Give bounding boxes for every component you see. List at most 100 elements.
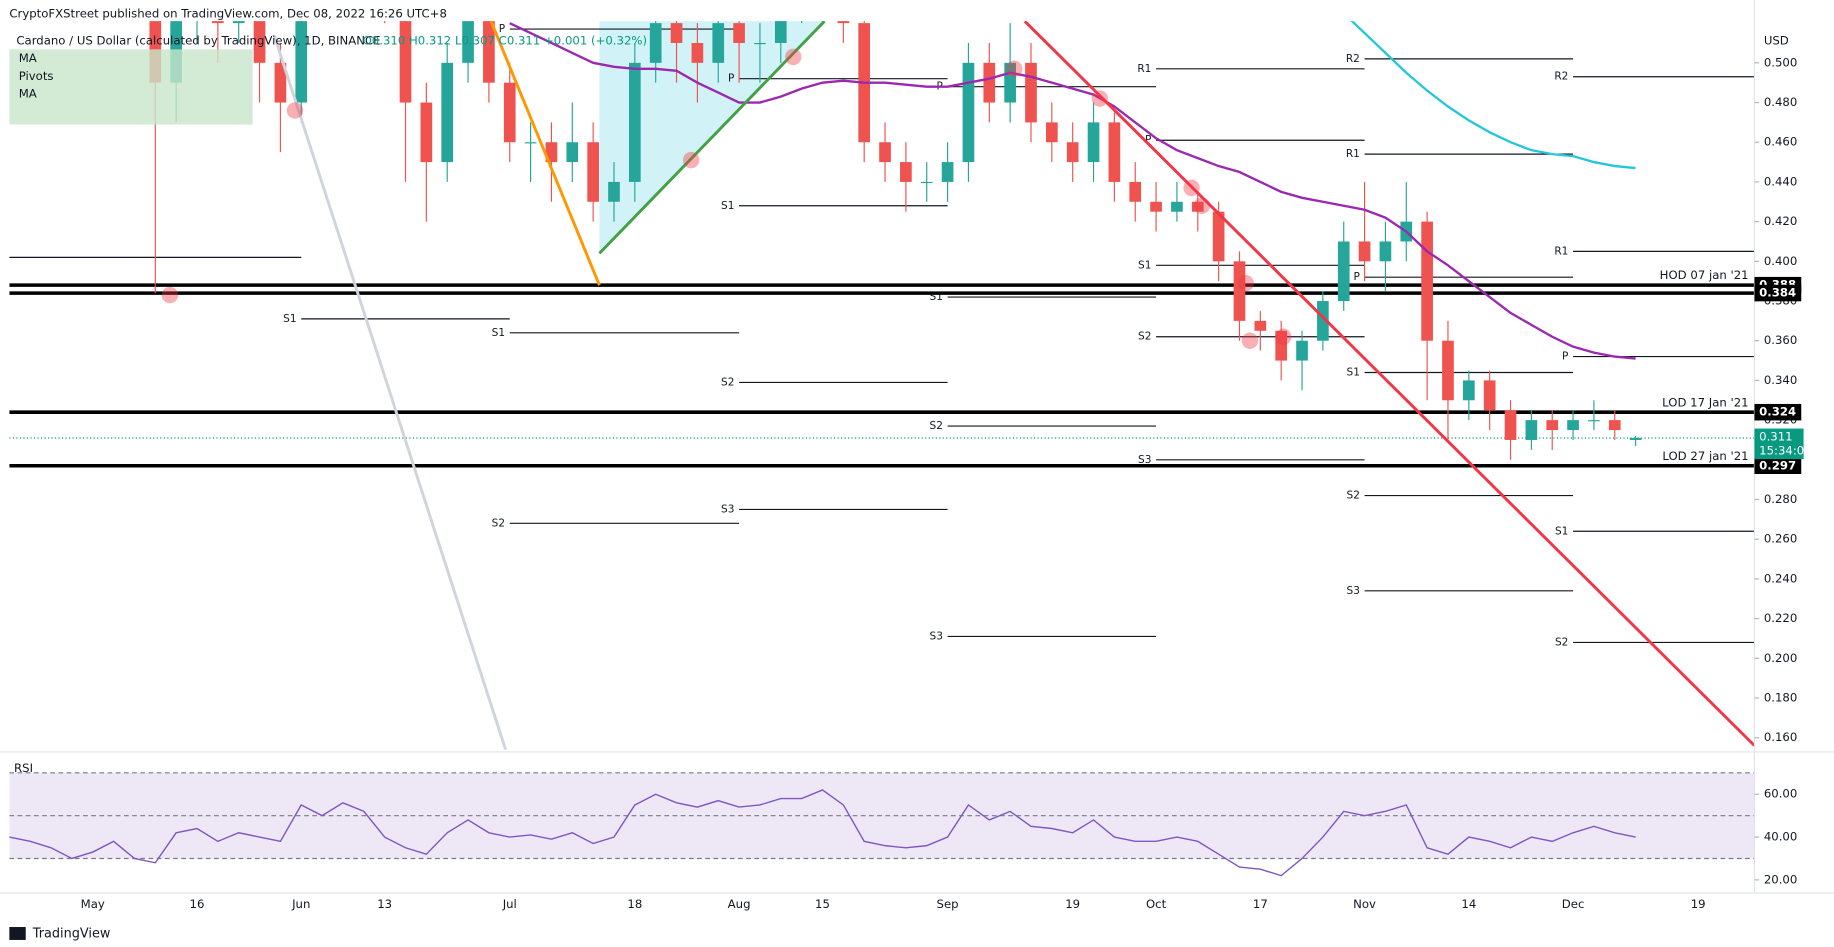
candle-body: [1191, 201, 1204, 212]
price-tag-label: 0.384: [1759, 286, 1796, 300]
y-tick-label: 0.260: [1764, 532, 1797, 546]
pivot-label: P: [1354, 271, 1360, 283]
rsi-line: [9, 789, 1636, 877]
candle-body: [503, 82, 516, 143]
footer[interactable]: TradingView: [32, 927, 111, 942]
candle-body: [295, 21, 308, 103]
y-tick-label: 0.500: [1764, 55, 1797, 69]
candle-body: [524, 142, 537, 144]
last-price-label: 0.311: [1759, 429, 1792, 443]
candle-body: [212, 21, 224, 24]
candle-body: [1337, 241, 1350, 302]
candle-body: [1108, 122, 1121, 182]
candle-body: [1066, 142, 1079, 163]
y-tick-label: 0.160: [1764, 730, 1797, 744]
candle-body: [232, 21, 245, 24]
last-price-tag: [1754, 428, 1804, 460]
pivot-label: S1: [1555, 525, 1568, 537]
countdown: 15:34:00: [1759, 443, 1812, 457]
y-tick-label: 0.180: [1764, 690, 1797, 704]
candle-body: [274, 62, 287, 103]
candle-body: [1379, 241, 1392, 262]
candle-body: [962, 62, 975, 163]
candle-body: [1608, 420, 1621, 431]
x-tick-label: Jul: [502, 897, 517, 911]
currency: USD: [1764, 34, 1789, 48]
candle-body: [1421, 221, 1433, 341]
y-tick-label: 20.00: [1764, 872, 1797, 886]
y-tick-label: 0.220: [1764, 611, 1797, 625]
pivot-label: P: [499, 23, 505, 35]
pivot-label: S2: [492, 517, 505, 529]
x-tick-label: Dec: [1562, 897, 1585, 911]
y-tick-label: 0.460: [1764, 135, 1797, 149]
pivot-label: S1: [1347, 366, 1360, 378]
x-tick-label: May: [81, 897, 105, 911]
candle-body: [1254, 320, 1267, 331]
candle-body: [253, 21, 266, 63]
candle-body: [1546, 420, 1559, 431]
pivot-label: S1: [721, 200, 734, 212]
price-tag-label: 0.297: [1759, 458, 1796, 472]
candle-body: [1150, 201, 1162, 212]
price-tag: [1754, 457, 1802, 474]
pivot-label: S2: [1138, 331, 1151, 343]
candle-body: [920, 181, 933, 184]
touch-point: [161, 286, 179, 304]
trendline: [272, 34, 507, 750]
candle-body: [983, 62, 996, 103]
pivot-label: R1: [1554, 245, 1568, 257]
x-tick-label: Jun: [291, 897, 310, 911]
rsi-title: RSI: [14, 761, 33, 775]
x-tick-label: 19: [1065, 897, 1080, 911]
candle-body: [1525, 420, 1538, 440]
legend-item[interactable]: MA: [19, 51, 37, 65]
pivot-label: S1: [283, 313, 296, 325]
pivot-label: S3: [1347, 585, 1360, 597]
candle-body: [1483, 380, 1496, 411]
pivot-label: S3: [930, 630, 943, 642]
candle-body: [900, 162, 912, 182]
y-tick-label: 0.440: [1764, 174, 1797, 188]
pivot-label: S2: [1347, 490, 1360, 502]
pivot-label: R2: [1346, 53, 1360, 65]
touch-point: [286, 102, 304, 119]
candle-body: [608, 181, 620, 202]
y-tick-label: 0.280: [1764, 492, 1797, 506]
x-tick-label: 18: [627, 897, 642, 911]
publisher: CryptoFXStreet published on TradingView.…: [9, 7, 447, 21]
level-label: LOD 17 Jan '21: [1662, 395, 1748, 409]
candle-body: [1087, 122, 1100, 163]
candle-body: [817, 0, 829, 3]
touch-point: [1237, 274, 1254, 292]
x-tick-label: Oct: [1146, 897, 1167, 911]
candle-body: [399, 21, 412, 103]
pivot-label: P: [1562, 351, 1568, 363]
touch-point: [1183, 179, 1200, 197]
logo[interactable]: TradingView: [9, 927, 110, 942]
candle-body: [670, 23, 683, 43]
candle-body: [1629, 437, 1642, 440]
candle-body: [774, 21, 787, 43]
y-tick-label: 0.340: [1764, 373, 1797, 387]
candle-body: [483, 21, 495, 83]
pivot-label: S3: [721, 503, 734, 515]
legend-item[interactable]: Pivots: [19, 69, 54, 83]
touch-point: [1241, 332, 1259, 349]
legend-box: [9, 49, 253, 125]
legend-item[interactable]: MA: [19, 86, 37, 100]
y-tick-label: 0.400: [1764, 254, 1797, 268]
pivot-label: S2: [721, 376, 734, 388]
candle-body: [941, 162, 954, 182]
pivot-label: S2: [1555, 636, 1568, 648]
y-tick-label: 0.240: [1764, 571, 1797, 585]
x-tick-label: Nov: [1353, 897, 1376, 911]
candle-body: [1129, 181, 1142, 202]
x-tick-label: Aug: [728, 897, 751, 911]
pivot-label: R1: [1346, 148, 1360, 160]
candle-body: [545, 142, 558, 163]
x-tick-label: Sep: [937, 897, 959, 911]
moving-average: [509, 22, 1636, 360]
